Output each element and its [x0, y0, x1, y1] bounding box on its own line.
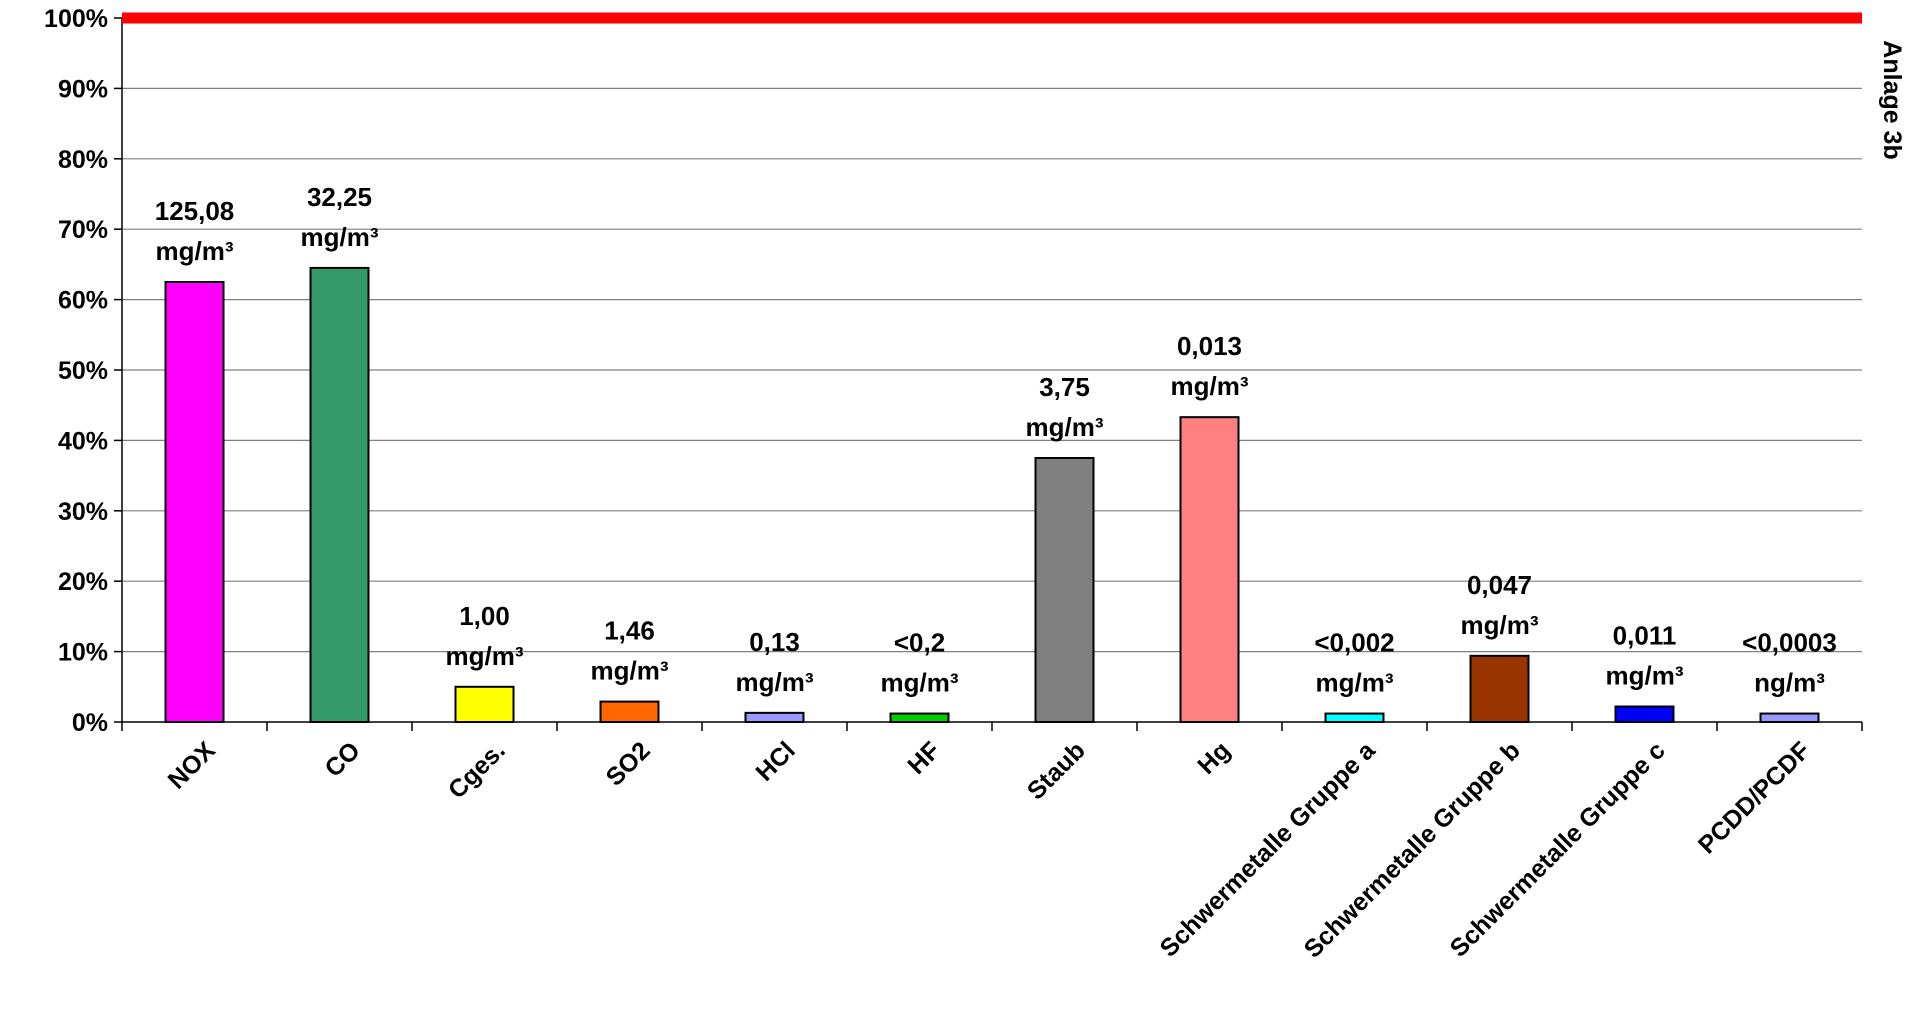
data-label: 1,46	[604, 616, 655, 646]
bar	[164, 281, 225, 723]
x-tick-label: CO	[319, 736, 365, 782]
x-tick-label: Hg	[1192, 736, 1235, 779]
bar	[309, 266, 370, 723]
y-tick-label: 60%	[58, 287, 108, 315]
data-label: <0,2	[894, 628, 945, 658]
data-label: mg/m³	[301, 222, 379, 252]
bar	[1034, 457, 1095, 723]
axes	[114, 17, 1863, 731]
x-tick-label: PCDD/PCDF	[1693, 736, 1816, 859]
data-label: 0,013	[1177, 331, 1242, 361]
x-tick-label: NOX	[163, 736, 221, 794]
data-label: mg/m³	[1461, 610, 1539, 640]
data-label: <0,002	[1314, 628, 1394, 658]
y-tick-labels: 0% 10% 20% 30% 40% 50% 60% 70% 80% 90% 100%	[44, 5, 108, 737]
data-label: 32,25	[307, 182, 372, 212]
bar	[599, 700, 660, 723]
side-label: Anlage 3b	[1878, 40, 1906, 159]
bars	[164, 266, 1820, 724]
y-tick-label: 100%	[44, 5, 108, 33]
data-label: mg/m³	[1026, 412, 1104, 442]
y-tick-label: 70%	[58, 216, 108, 244]
y-tick-label: 80%	[58, 146, 108, 174]
data-label: mg/m³	[446, 641, 524, 671]
data-label: mg/m³	[591, 656, 669, 686]
data-label: mg/m³	[736, 667, 814, 697]
data-label: mg/m³	[1606, 661, 1684, 691]
data-label: mg/m³	[881, 668, 959, 698]
bar	[744, 711, 805, 724]
y-tick-label: 40%	[58, 427, 108, 455]
grid-lines	[122, 17, 1862, 653]
y-tick-label: 10%	[58, 639, 108, 667]
data-label: mg/m³	[156, 236, 234, 266]
data-label: mg/m³	[1171, 371, 1249, 401]
data-label: 0,13	[749, 627, 800, 657]
data-label: 0,047	[1467, 570, 1532, 600]
x-tick-label: HF	[902, 736, 945, 779]
data-labels: 125,08 mg/m³ 32,25 mg/m³ 1,00 mg/m³ 1,46 mg/m³ 0…	[155, 182, 1837, 698]
data-label: 0,011	[1613, 621, 1677, 651]
x-tick-label: Staub	[1022, 736, 1091, 805]
bar	[454, 685, 515, 723]
bar	[1469, 654, 1530, 723]
x-tick-label: Cges.	[443, 736, 511, 804]
x-tick-label: SO2	[601, 736, 656, 791]
data-label: 1,00	[459, 601, 510, 631]
data-label: 125,08	[155, 196, 235, 226]
y-tick-label: 0%	[72, 709, 108, 737]
y-tick-label: 50%	[58, 357, 108, 385]
bar	[1324, 712, 1385, 724]
data-label: 3,75	[1039, 372, 1090, 402]
y-tick-label: 90%	[58, 75, 108, 103]
bar	[1614, 705, 1675, 724]
bar	[889, 712, 950, 724]
data-label: ng/m³	[1754, 668, 1825, 698]
bar	[1179, 416, 1240, 723]
y-tick-label: 30%	[58, 498, 108, 526]
data-label: mg/m³	[1316, 668, 1394, 698]
y-tick-label: 20%	[58, 568, 108, 596]
x-tick-label: HCl	[750, 736, 800, 786]
bar	[1759, 712, 1820, 724]
data-label: <0,0003	[1742, 628, 1837, 658]
